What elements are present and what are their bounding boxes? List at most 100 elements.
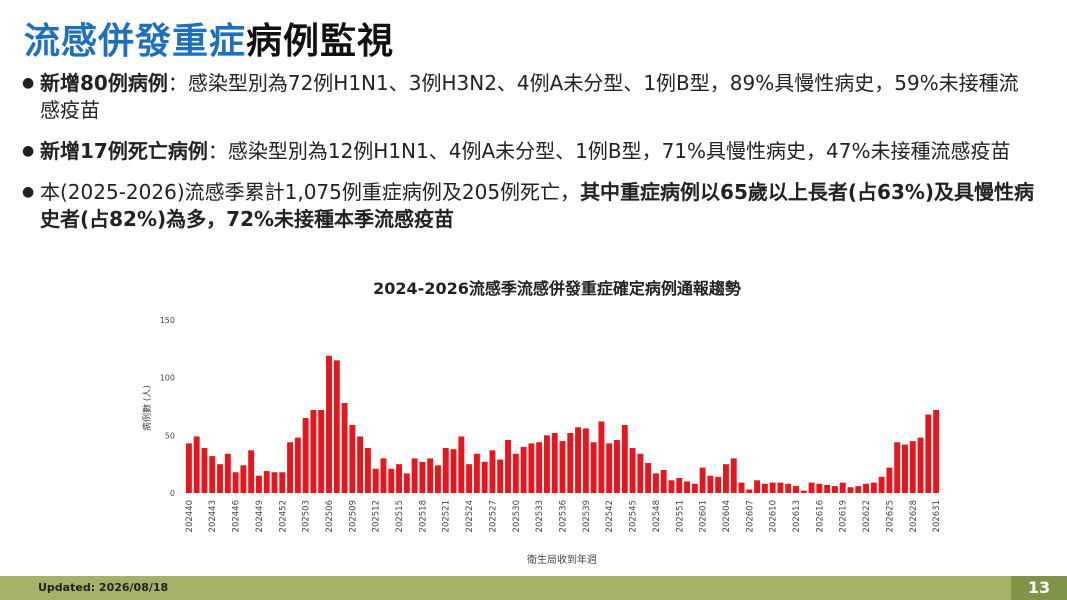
- bar: [411, 458, 418, 493]
- bar: [855, 486, 862, 493]
- bar: [746, 489, 753, 493]
- bar: [590, 442, 597, 493]
- bullet-text: 其中重症病例以65歲以上長者(占63%)及具慢性病史者(占82%)為多，72%未…: [40, 180, 1035, 231]
- bar: [668, 480, 675, 493]
- bar: [754, 480, 761, 493]
- x-tick-label: 202601: [699, 500, 709, 532]
- bar: [575, 427, 582, 493]
- bar: [364, 448, 371, 493]
- x-tick-label: 202515: [395, 500, 405, 532]
- bar: [839, 482, 846, 493]
- x-tick-label: 202628: [909, 500, 919, 532]
- bar: [326, 355, 332, 493]
- slide-title: 流感併發重症病例監視: [24, 12, 394, 64]
- bullet-list: 新增80例病例：感染型別為72例H1N1、3例H3N2、4例A未分型、1例B型，…: [22, 70, 1037, 247]
- bar: [248, 450, 255, 493]
- bar: [925, 414, 932, 493]
- bullet-text: 本(2025-2026)流感季累計1,075例重症病例及205例死亡，: [40, 180, 581, 204]
- bar: [637, 453, 644, 493]
- bar: [489, 450, 496, 493]
- bar: [543, 435, 550, 493]
- bar: [567, 433, 574, 493]
- x-tick-label: 202440: [185, 500, 195, 532]
- bar: [886, 467, 893, 493]
- bar: [263, 471, 270, 493]
- chart-title: 2024-2026流感季流感併發重症確定病例通報趨勢: [373, 279, 741, 298]
- x-tick-label: 202518: [418, 500, 428, 532]
- bar: [310, 409, 317, 493]
- bar: [209, 456, 216, 493]
- bar: [652, 473, 659, 493]
- bar: [559, 441, 566, 493]
- x-tick-label: 202503: [302, 500, 312, 532]
- bar: [520, 446, 527, 493]
- bar: [909, 441, 916, 493]
- bar: [722, 464, 729, 493]
- bar: [831, 486, 838, 493]
- bar: [442, 448, 449, 493]
- x-tick-label: 202622: [862, 500, 872, 532]
- x-tick-label: 202506: [325, 500, 335, 532]
- x-tick-label: 202545: [629, 500, 639, 532]
- bar: [536, 442, 543, 493]
- bar: [388, 468, 395, 493]
- x-tick-label: 202452: [278, 500, 288, 532]
- x-tick-label: 202610: [769, 500, 779, 532]
- bullet: 本(2025-2026)流感季累計1,075例重症病例及205例死亡，其中重症病…: [22, 179, 1037, 233]
- x-axis-title: 衛生局收到年週: [527, 553, 597, 566]
- bar: [505, 439, 511, 493]
- bar: [629, 448, 636, 493]
- bar: [902, 444, 908, 493]
- x-tick-label: 202527: [488, 500, 498, 532]
- bar: [427, 458, 434, 493]
- bullet-text: ：感染型別為72例H1N1、3例H3N2、4例A未分型、1例B型，89%具慢性病…: [40, 71, 1019, 122]
- bar: [785, 483, 792, 493]
- x-tick-label: 202548: [652, 500, 662, 532]
- bar: [435, 465, 441, 493]
- x-tick-label: 202524: [465, 500, 475, 532]
- x-tick-label: 202512: [372, 500, 382, 532]
- bar: [777, 482, 784, 493]
- bar: [466, 464, 473, 493]
- footer: Updated: 2026/08/18 13: [0, 576, 1067, 600]
- x-tick-label: 202536: [559, 500, 569, 532]
- bar: [894, 442, 901, 493]
- bar: [224, 453, 231, 493]
- bar: [279, 472, 286, 493]
- bar: [793, 486, 799, 493]
- bar: [847, 487, 854, 493]
- x-tick-label: 202625: [885, 500, 895, 532]
- bar: [933, 409, 940, 493]
- bar: [294, 437, 301, 493]
- x-tick-label: 202613: [792, 500, 802, 532]
- x-tick-label: 202631: [932, 500, 942, 532]
- bar: [232, 472, 239, 493]
- bar: [333, 360, 340, 493]
- y-axis-title: 病例數 (人): [141, 385, 153, 431]
- bar: [403, 473, 410, 493]
- title-part: 病例監視: [246, 21, 395, 62]
- bar: [450, 449, 457, 493]
- bar: [318, 409, 325, 493]
- x-tick-label: 202533: [535, 500, 545, 532]
- bullet-text: 新增17例死亡病例: [40, 139, 208, 163]
- bar: [185, 443, 192, 493]
- x-tick-label: 202542: [605, 500, 615, 532]
- x-tick-label: 202616: [815, 500, 825, 532]
- bullet: 新增80例病例：感染型別為72例H1N1、3例H3N2、4例A未分型、1例B型，…: [22, 70, 1037, 124]
- bar: [676, 478, 683, 493]
- bar: [341, 403, 348, 493]
- bar: [512, 453, 519, 493]
- bar: [582, 428, 589, 493]
- bar: [769, 482, 776, 493]
- chart: 2024-2026流感季流感併發重症確定病例通報趨勢 病例數 (人) 衛生局收到…: [141, 279, 942, 566]
- bar: [217, 464, 223, 493]
- bar: [761, 483, 768, 493]
- x-tick-label: 202443: [208, 500, 218, 532]
- bar: [621, 424, 628, 493]
- x-tick-label: 202449: [255, 500, 265, 532]
- bar: [660, 469, 667, 493]
- bar: [715, 476, 722, 493]
- bar: [349, 424, 356, 493]
